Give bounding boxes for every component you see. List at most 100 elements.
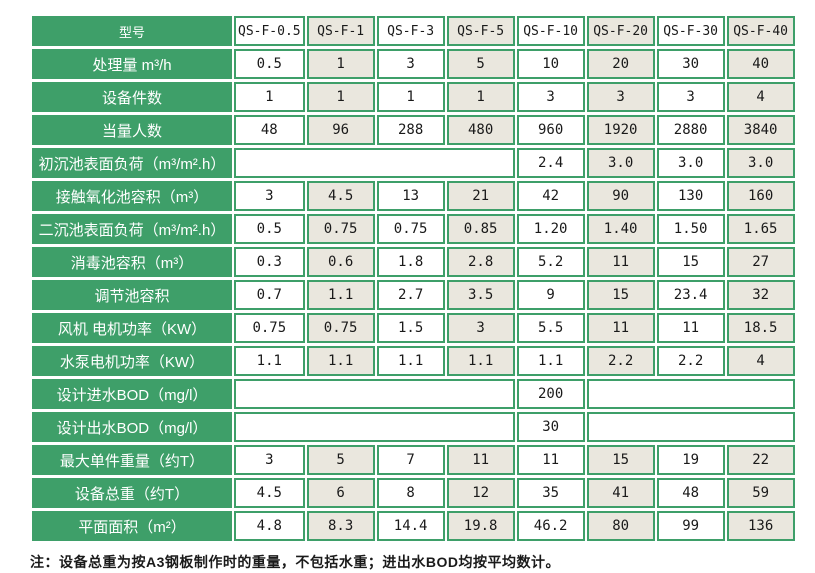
row-label: 水泵电机功率（KW）: [32, 346, 232, 376]
value-cell: 2.4: [516, 148, 585, 178]
value-cell: 1920: [586, 115, 655, 145]
value-cell: 1.50: [656, 214, 725, 244]
value-cell: 32: [726, 280, 795, 310]
value-cell: 1: [376, 82, 445, 112]
value-cell: 0.85: [446, 214, 515, 244]
value-cell: 21: [446, 181, 515, 211]
value-cell: 960: [516, 115, 585, 145]
value-cell: 1.1: [306, 280, 375, 310]
value-cell: 4.5: [234, 478, 305, 508]
table-row: 接触氧化池容积（m³） 3 4.5 13 21 42 90 130 160: [32, 181, 795, 211]
table-row: 二沉池表面负荷（m³/m².h） 0.5 0.75 0.75 0.85 1.20 1.40 1…: [32, 214, 795, 244]
table-row: 消毒池容积（m³） 0.3 0.6 1.8 2.8 5.2 11 15 27: [32, 247, 795, 277]
value-cell: 4.5: [306, 181, 375, 211]
value-cell: 30: [656, 49, 725, 79]
merged-empty-cell: [234, 379, 515, 409]
value-cell: 7: [376, 445, 445, 475]
value-cell: 3: [234, 181, 305, 211]
value-cell: 18.5: [726, 313, 795, 343]
table-row: 调节池容积 0.7 1.1 2.7 3.5 9 15 23.4 32: [32, 280, 795, 310]
footnote: 注：设备总重为按A3钢板制作时的重量，不包括水重；进出水BOD均按平均数计。: [30, 554, 561, 570]
table-row: 初沉池表面负荷（m³/m².h） 2.4 3.0 3.0 3.0: [32, 148, 795, 178]
value-cell: 13: [376, 181, 445, 211]
value-cell: 90: [586, 181, 655, 211]
row-label: 设备总重（约T）: [32, 478, 232, 508]
value-cell: 3: [516, 82, 585, 112]
row-label: 消毒池容积（m³）: [32, 247, 232, 277]
model-header-cell: QS-F-20: [586, 16, 655, 46]
value-cell: 200: [516, 379, 585, 409]
row-label: 接触氧化池容积（m³）: [32, 181, 232, 211]
model-header-cell: QS-F-40: [726, 16, 795, 46]
model-header-cell: QS-F-10: [516, 16, 585, 46]
value-cell: 11: [656, 313, 725, 343]
value-cell: 0.6: [306, 247, 375, 277]
value-cell: 3: [234, 445, 305, 475]
value-cell: 59: [726, 478, 795, 508]
table-row: 最大单件重量（约T） 3 5 7 11 11 15 19 22: [32, 445, 795, 475]
value-cell: 1.5: [376, 313, 445, 343]
value-cell: 0.7: [234, 280, 305, 310]
row-label: 设备件数: [32, 82, 232, 112]
value-cell: 0.3: [234, 247, 305, 277]
table-row: 当量人数 48 96 288 480 960 1920 2880 3840: [32, 115, 795, 145]
value-cell: 480: [446, 115, 515, 145]
value-cell: 11: [586, 247, 655, 277]
table-row: 水泵电机功率（KW） 1.1 1.1 1.1 1.1 1.1 2.2 2.2 4: [32, 346, 795, 376]
value-cell: 10: [516, 49, 585, 79]
value-cell: 1: [306, 49, 375, 79]
model-header-cell: QS-F-3: [376, 16, 445, 46]
value-cell: 1: [446, 82, 515, 112]
merged-empty-cell: [586, 379, 795, 409]
value-cell: 1.8: [376, 247, 445, 277]
value-cell: 4: [726, 82, 795, 112]
value-cell: 288: [376, 115, 445, 145]
model-header-cell: QS-F-30: [656, 16, 725, 46]
value-cell: 2.8: [446, 247, 515, 277]
value-cell: 1: [306, 82, 375, 112]
value-cell: 19: [656, 445, 725, 475]
value-cell: 0.5: [234, 49, 305, 79]
row-label: 风机 电机功率（KW）: [32, 313, 232, 343]
value-cell: 0.75: [234, 313, 305, 343]
value-cell: 2880: [656, 115, 725, 145]
table-row: 平面面积（m²） 4.8 8.3 14.4 19.8 46.2 80 99 136: [32, 511, 795, 541]
value-cell: 22: [726, 445, 795, 475]
value-cell: 4: [726, 346, 795, 376]
value-cell: 130: [656, 181, 725, 211]
value-cell: 30: [516, 412, 585, 442]
value-cell: 1.1: [446, 346, 515, 376]
row-label: 设计进水BOD（mg/l）: [32, 379, 232, 409]
value-cell: 0.75: [306, 313, 375, 343]
value-cell: 3: [376, 49, 445, 79]
value-cell: 2.2: [586, 346, 655, 376]
value-cell: 0.75: [306, 214, 375, 244]
value-cell: 2.2: [656, 346, 725, 376]
value-cell: 15: [586, 445, 655, 475]
value-cell: 3.5: [446, 280, 515, 310]
value-cell: 5.2: [516, 247, 585, 277]
value-cell: 6: [306, 478, 375, 508]
value-cell: 19.8: [446, 511, 515, 541]
value-cell: 1: [234, 82, 305, 112]
merged-empty-cell: [586, 412, 795, 442]
value-cell: 4.8: [234, 511, 305, 541]
corner-header-model-label: 型号: [32, 16, 232, 46]
value-cell: 1.65: [726, 214, 795, 244]
value-cell: 1.20: [516, 214, 585, 244]
model-header-cell: QS-F-0.5: [234, 16, 305, 46]
value-cell: 11: [446, 445, 515, 475]
value-cell: 136: [726, 511, 795, 541]
value-cell: 160: [726, 181, 795, 211]
table-row: 设计进水BOD（mg/l） 200: [32, 379, 795, 409]
value-cell: 23.4: [656, 280, 725, 310]
value-cell: 5: [446, 49, 515, 79]
table-row: 设备件数 1 1 1 1 3 3 3 4: [32, 82, 795, 112]
row-label: 设计出水BOD（mg/l）: [32, 412, 232, 442]
table-row: 设备总重（约T） 4.5 6 8 12 35 41 48 59: [32, 478, 795, 508]
value-cell: 11: [516, 445, 585, 475]
value-cell: 96: [306, 115, 375, 145]
row-label: 当量人数: [32, 115, 232, 145]
row-label: 处理量 m³/h: [32, 49, 232, 79]
value-cell: 8: [376, 478, 445, 508]
